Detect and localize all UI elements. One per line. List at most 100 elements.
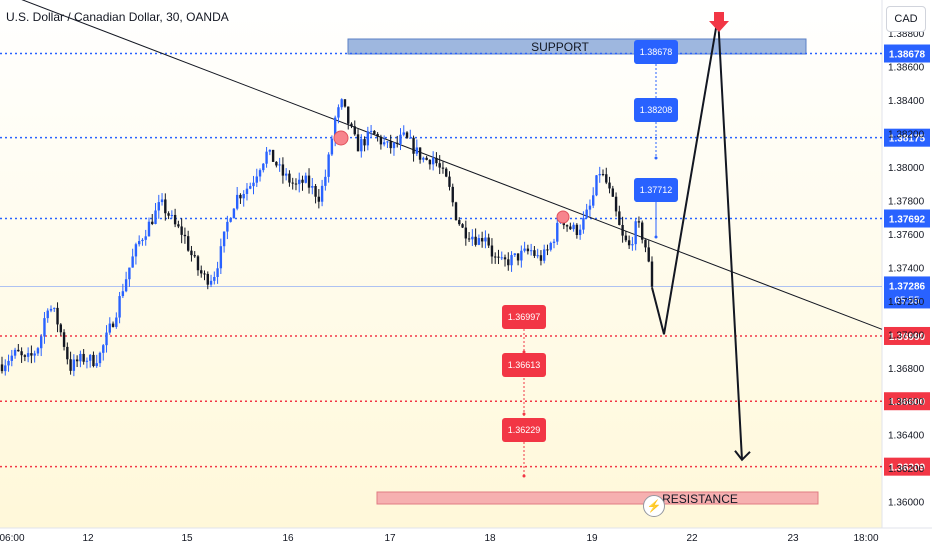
lightning-icon[interactable]: ⚡ bbox=[643, 495, 665, 517]
candle-body bbox=[222, 231, 226, 247]
candle-body bbox=[49, 308, 53, 311]
price-level-tag bbox=[884, 44, 930, 63]
candle-body bbox=[157, 202, 160, 211]
blue-measure-label bbox=[634, 98, 678, 122]
red-measure-label-text: 1.36229 bbox=[508, 425, 541, 435]
price-level-tag bbox=[884, 326, 930, 345]
candle-body bbox=[30, 353, 33, 356]
red-measure-label bbox=[502, 305, 546, 329]
candle-body bbox=[72, 359, 76, 371]
candle-body bbox=[245, 188, 249, 194]
candle-body bbox=[637, 221, 641, 223]
candle-body bbox=[392, 142, 396, 149]
candle-body bbox=[621, 224, 624, 236]
candle-body bbox=[288, 173, 291, 183]
candle-body bbox=[0, 364, 4, 372]
x-tick-label: 19 bbox=[586, 533, 598, 544]
red-measure-label-text: 1.36997 bbox=[508, 312, 541, 322]
candle-body bbox=[85, 360, 89, 362]
candle-body bbox=[298, 179, 301, 185]
candle-body bbox=[147, 221, 151, 237]
candle-body bbox=[62, 332, 66, 347]
candle-body bbox=[23, 355, 27, 357]
candle-body bbox=[180, 226, 183, 235]
candle-body bbox=[369, 130, 373, 132]
candle-body bbox=[631, 244, 634, 246]
candle-body bbox=[304, 175, 307, 183]
candle-body bbox=[301, 179, 304, 183]
candle-body bbox=[271, 149, 275, 162]
descending-trendline bbox=[21, 0, 883, 330]
candle-body bbox=[379, 136, 383, 145]
candle-body bbox=[88, 354, 92, 361]
candle-body bbox=[611, 188, 615, 197]
current-price-tag bbox=[884, 276, 930, 309]
candle-body bbox=[255, 176, 258, 183]
measure-dot bbox=[654, 156, 658, 160]
candle-body bbox=[108, 323, 111, 333]
candle-body bbox=[477, 238, 481, 245]
candle-body bbox=[337, 107, 340, 118]
candle-body bbox=[464, 227, 468, 239]
candle-body bbox=[471, 236, 474, 240]
current-price-text: 1.37286 bbox=[889, 281, 926, 292]
candle-body bbox=[92, 354, 95, 367]
candle-body bbox=[435, 157, 438, 164]
candle-body bbox=[386, 141, 389, 143]
candle-body bbox=[190, 250, 193, 256]
candle-body bbox=[105, 332, 108, 346]
y-tick-label: 1.36000 bbox=[888, 498, 925, 509]
candle-body bbox=[543, 249, 546, 261]
candle-body bbox=[503, 257, 507, 260]
candle-body bbox=[624, 235, 628, 241]
candle-body bbox=[229, 218, 232, 222]
candle-body bbox=[347, 106, 350, 124]
candle-body bbox=[141, 239, 144, 242]
candle-body bbox=[193, 255, 196, 257]
candle-body bbox=[497, 256, 500, 258]
candle-body bbox=[480, 238, 484, 242]
candle-body bbox=[578, 229, 582, 236]
red-measure-label bbox=[502, 353, 546, 377]
candle-body bbox=[249, 186, 252, 189]
y-tick-label: 1.36200 bbox=[888, 464, 925, 475]
support-label: SUPPORT bbox=[531, 40, 589, 54]
candle-body bbox=[598, 174, 601, 176]
candle-body bbox=[311, 185, 314, 188]
candle-body bbox=[307, 175, 311, 188]
candle-body bbox=[284, 173, 288, 176]
countdown-text: 05:55 bbox=[894, 295, 919, 306]
candle-body bbox=[520, 250, 523, 261]
candle-body bbox=[350, 123, 353, 127]
candle-body bbox=[546, 249, 549, 251]
candle-body bbox=[320, 185, 324, 202]
candle-body bbox=[137, 241, 141, 245]
currency-button[interactable]: CAD bbox=[886, 6, 926, 32]
candle-body bbox=[513, 253, 517, 256]
candle-body bbox=[275, 161, 278, 166]
candle-body bbox=[239, 194, 242, 199]
candle-body bbox=[343, 99, 347, 107]
candle-body bbox=[634, 221, 637, 245]
candle-body bbox=[454, 202, 458, 221]
candle-body bbox=[363, 139, 366, 146]
candle-body bbox=[467, 238, 471, 240]
measure-dot bbox=[522, 474, 526, 478]
candle-body bbox=[226, 221, 229, 232]
candle-body bbox=[441, 167, 445, 169]
candle-body bbox=[39, 336, 43, 349]
price-level-tag-text: 1.38678 bbox=[889, 50, 926, 61]
candle-body bbox=[445, 168, 448, 177]
candle-body bbox=[536, 255, 539, 257]
candle-body bbox=[575, 224, 579, 236]
candle-body bbox=[7, 360, 10, 366]
price-level-tag-text: 1.37692 bbox=[889, 215, 926, 226]
red-measure-label bbox=[502, 418, 546, 442]
candle-body bbox=[552, 241, 556, 243]
candle-body bbox=[219, 246, 223, 269]
x-tick-label: 15 bbox=[181, 533, 193, 544]
touch-marker bbox=[333, 130, 349, 146]
candle-body bbox=[200, 270, 203, 274]
